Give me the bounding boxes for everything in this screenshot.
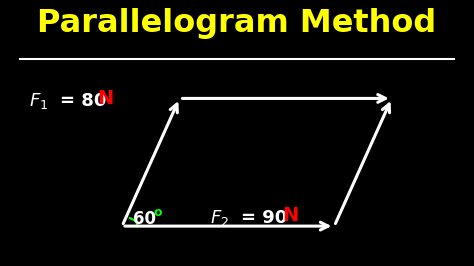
Text: $F_1$: $F_1$ [29,91,48,111]
Text: o: o [154,206,162,219]
Text: N: N [283,206,299,225]
Text: 60: 60 [133,210,156,228]
Text: N: N [98,89,114,108]
Text: = 90: = 90 [241,209,288,227]
Text: = 80: = 80 [60,92,107,110]
Text: Parallelogram Method: Parallelogram Method [37,8,437,39]
Text: $F_2$: $F_2$ [210,208,229,228]
